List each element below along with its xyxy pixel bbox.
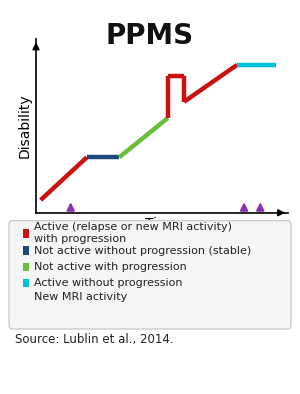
Y-axis label: Disability: Disability [18,94,32,158]
Text: Not active without progression (stable): Not active without progression (stable) [34,245,252,256]
Text: PPMS: PPMS [106,22,194,50]
Text: Not active with progression: Not active with progression [34,262,187,272]
Text: Source: Lublin et al., 2014.: Source: Lublin et al., 2014. [15,333,174,346]
Text: Active without progression: Active without progression [34,278,183,288]
X-axis label: Time: Time [145,217,179,231]
Text: Active (relapse or new MRI activity)
with progression: Active (relapse or new MRI activity) wit… [34,223,232,244]
Text: New MRI activity: New MRI activity [34,292,128,303]
